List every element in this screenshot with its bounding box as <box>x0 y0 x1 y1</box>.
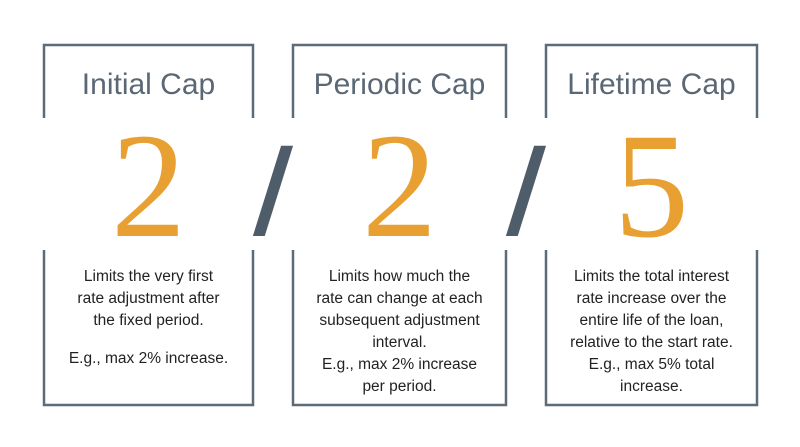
separator: / <box>506 124 547 252</box>
description-line: interval. <box>372 334 426 351</box>
cap-number: 2 <box>111 103 186 269</box>
card-title: Initial Cap <box>82 68 215 101</box>
card-frame <box>544 43 759 407</box>
description-line: Limits the total interest <box>574 268 730 285</box>
card-frame <box>42 43 255 407</box>
card-frame <box>291 43 508 407</box>
cap-number: 5 <box>614 103 689 269</box>
description-line: relative to the start rate. <box>570 334 733 351</box>
description-line: Limits how much the <box>329 268 470 285</box>
cap-number: 2 <box>362 103 437 269</box>
description-line: rate increase over the <box>577 290 727 307</box>
description-line: rate can change at each <box>316 290 482 307</box>
card-title: Periodic Cap <box>314 68 486 101</box>
description-line: entire life of the loan, <box>580 312 724 329</box>
description-line: the fixed period. <box>93 312 203 329</box>
card-title: Lifetime Cap <box>567 68 735 101</box>
example-line: increase. <box>620 378 683 395</box>
example-line: E.g., max 2% increase. <box>69 350 228 367</box>
example-line: E.g., max 5% total <box>589 356 715 373</box>
example-line: E.g., max 2% increase <box>322 356 477 373</box>
description-line: Limits the very first <box>84 268 214 285</box>
description-line: subsequent adjustment <box>319 312 480 329</box>
separator: / <box>253 124 294 252</box>
example-line: per period. <box>362 378 436 395</box>
description-line: rate adjustment after <box>77 290 219 307</box>
